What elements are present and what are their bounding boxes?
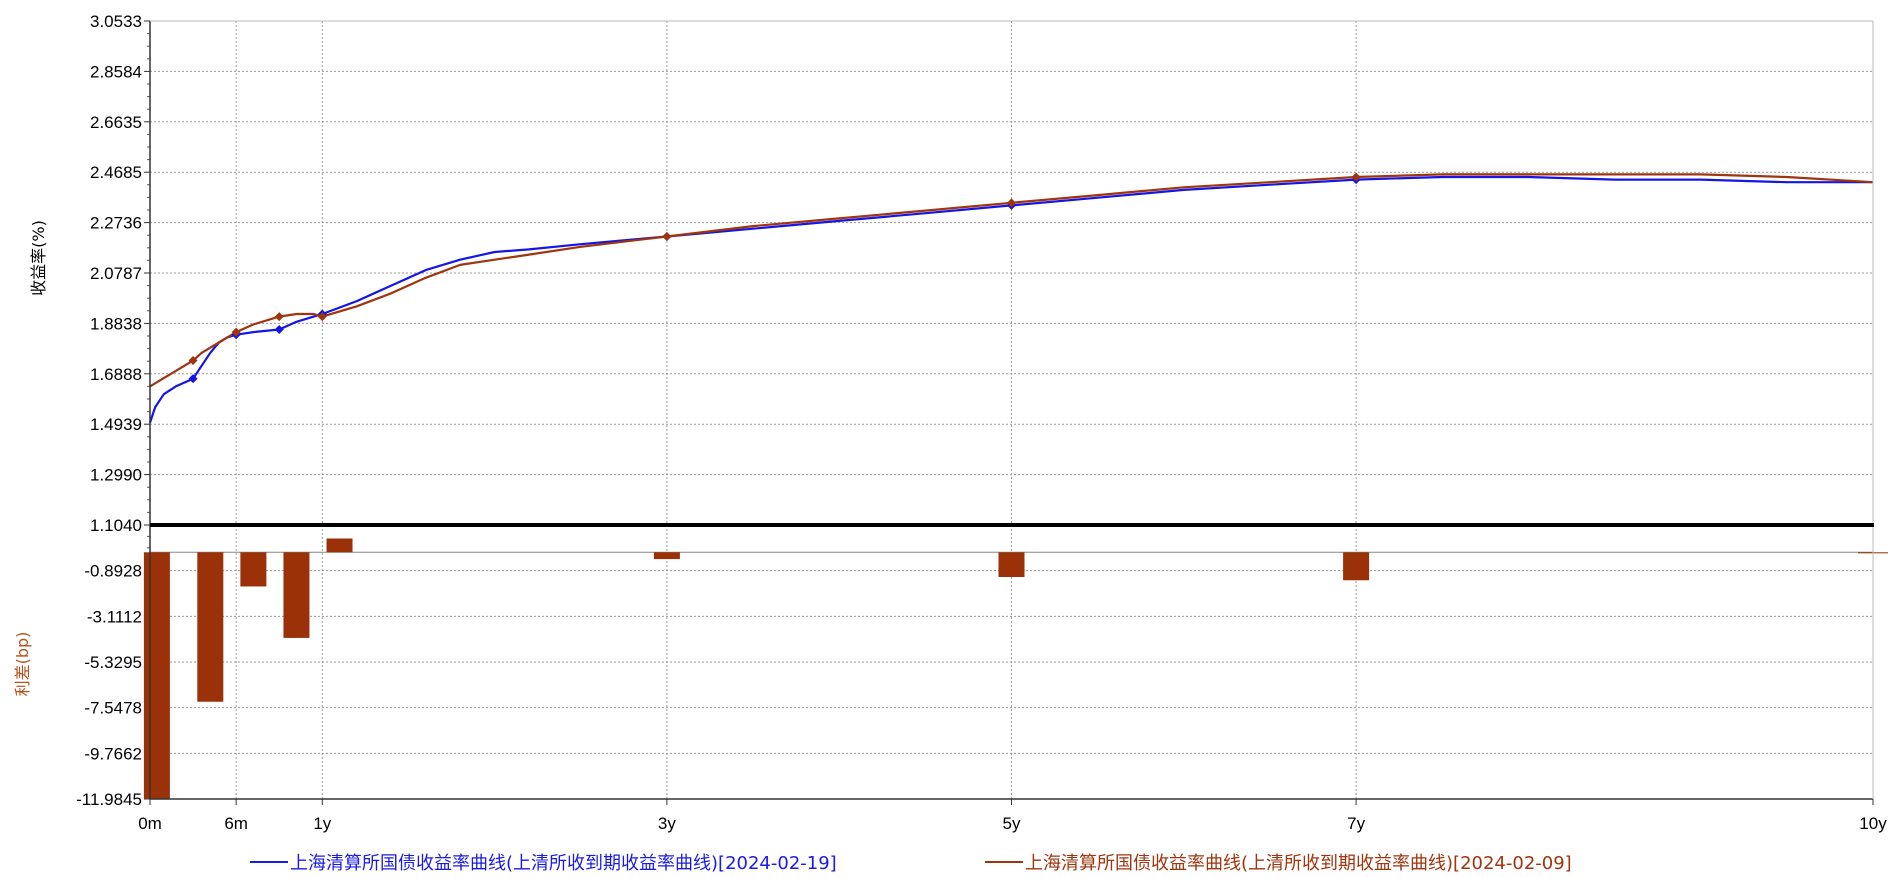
bottom-y-ticks: -0.8928 -3.1112 -5.3295 -7.5478 -9.7662 -11.9… [76, 535, 150, 809]
top-y-tick-label: 2.2736 [90, 214, 142, 233]
top-y-axis-title: 收益率(%) [29, 220, 48, 296]
yield-curve-chart: 3.0533 2.8584 2.6635 2.4685 2.2736 2.0787 1.88… [13, 12, 1888, 833]
spread-bar [653, 552, 680, 560]
spread-bar [326, 538, 353, 553]
spread-bar [283, 552, 310, 638]
spread-bar [240, 552, 267, 587]
top-y-tick-label: 3.0533 [90, 12, 142, 31]
brown-marker [1007, 198, 1016, 208]
bottom-y-tick-label: -3.1112 [87, 607, 142, 626]
top-y-tick-label: 1.6888 [90, 365, 142, 384]
bottom-y-tick-label: -0.8928 [84, 562, 142, 581]
top-y-tick-label: 1.4939 [90, 415, 142, 434]
x-ticks: 0m 6m 1y 3y 5y 7y 10y [138, 799, 1887, 833]
top-y-ticks: 3.0533 2.8584 2.6635 2.4685 2.2736 2.0787 1.88… [90, 12, 150, 535]
series-line-2024-02-09 [149, 173, 1874, 388]
x-tick-label: 6m [224, 814, 248, 833]
top-y-tick-label: 2.0787 [90, 264, 142, 283]
legend-label: 上海清算所国债收益率曲线(上清所收到期收益率曲线)[2024-02-19] [290, 853, 837, 874]
brown-marker [231, 327, 241, 337]
x-tick-label: 7y [1347, 814, 1365, 833]
top-y-tick-label: 2.6635 [90, 113, 142, 132]
grid-layer [150, 20, 1873, 799]
legend-swatch-blue [250, 861, 288, 863]
top-y-tick-label: 2.4685 [90, 163, 142, 182]
legend-swatch-brown [985, 861, 1023, 863]
series-markers [188, 172, 1361, 384]
x-tick-label: 3y [658, 814, 676, 833]
top-y-tick-label: 1.8838 [90, 314, 142, 333]
legend-item-2024-02-19[interactable]: 上海清算所国债收益率曲线(上清所收到期收益率曲线)[2024-02-19] [250, 849, 837, 875]
plot-frame [149, 20, 1874, 800]
top-y-tick-label: 1.2990 [90, 466, 142, 485]
blue-marker [188, 374, 198, 384]
brown-marker [274, 312, 284, 322]
brown-marker [317, 312, 327, 322]
spread-bar [1343, 552, 1370, 581]
spread-bar [143, 552, 170, 799]
top-y-tick-label: 1.1040 [90, 516, 142, 535]
legend-label: 上海清算所国债收益率曲线(上清所收到期收益率曲线)[2024-02-09] [1025, 853, 1572, 874]
top-y-tick-label: 2.8584 [90, 62, 142, 81]
spread-bar [998, 552, 1025, 577]
bottom-y-tick-label: -9.7662 [84, 744, 142, 763]
bottom-y-tick-label: -7.5478 [84, 699, 142, 718]
spread-bars [143, 538, 1888, 799]
brown-marker [188, 356, 198, 366]
bottom-y-tick-label: -5.3295 [84, 653, 142, 672]
brown-marker [662, 231, 672, 241]
blue-marker [274, 325, 284, 335]
legend-item-2024-02-09[interactable]: 上海清算所国债收益率曲线(上清所收到期收益率曲线)[2024-02-09] [985, 849, 1572, 875]
spread-bar [197, 552, 224, 702]
x-tick-label: 5y [1003, 814, 1021, 833]
chart-legend: 上海清算所国债收益率曲线(上清所收到期收益率曲线)[2024-02-19] 上海… [0, 849, 1893, 875]
brown-marker [1351, 172, 1361, 182]
x-tick-label: 0m [138, 814, 162, 833]
bottom-y-axis-title: 利差(bp) [13, 632, 32, 697]
bottom-y-tick-label: -11.9845 [76, 790, 142, 809]
x-tick-label: 1y [313, 814, 331, 833]
x-tick-label: 10y [1859, 814, 1887, 833]
